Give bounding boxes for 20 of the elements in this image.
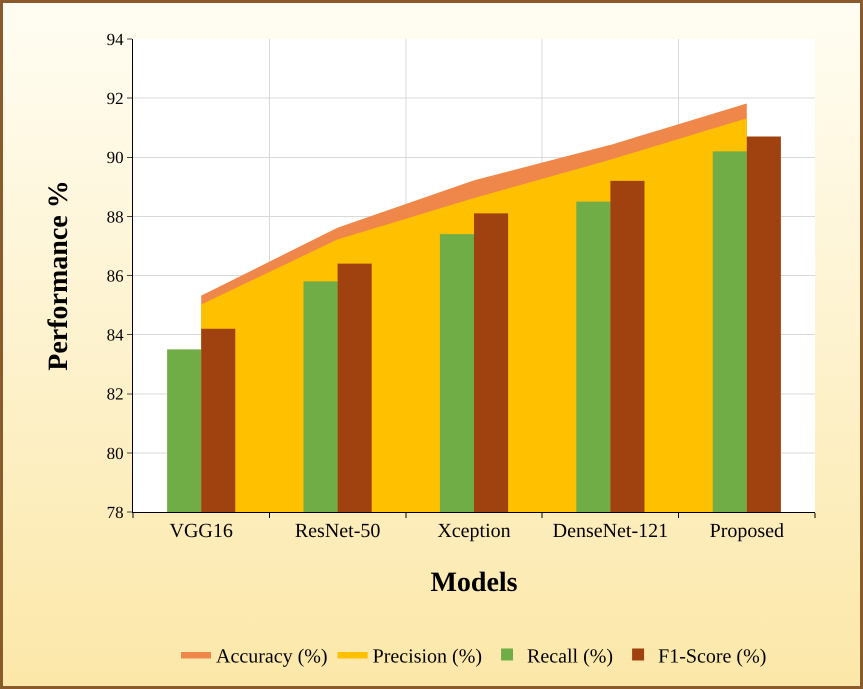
x-tick-label: Proposed	[710, 520, 784, 542]
y-axis-title: Performance %	[43, 180, 74, 371]
x-axis-title: Models	[430, 567, 518, 598]
y-tick-label: 86	[106, 266, 124, 286]
x-tick-label: ResNet-50	[294, 520, 380, 542]
x-tick-label: DenseNet-121	[552, 520, 668, 542]
y-tick-label: 92	[106, 89, 124, 108]
y-tick-label: 84	[106, 326, 124, 345]
y-tick-label: 90	[106, 148, 124, 168]
legend-label: F1-Score (%)	[658, 645, 766, 668]
legend-label: Accuracy (%)	[216, 645, 328, 668]
y-tick-label: 82	[106, 384, 124, 404]
x-tick-label: Xception	[437, 520, 511, 542]
y-tick-label: 88	[106, 207, 124, 226]
y-tick-label: 78	[106, 502, 124, 522]
legend-label: Recall (%)	[527, 645, 614, 668]
y-tick-label: 94	[106, 30, 124, 49]
y-tick-label: 80	[106, 444, 124, 463]
legend-label: Precision (%)	[372, 645, 482, 668]
x-tick-label: VGG16	[170, 520, 233, 542]
